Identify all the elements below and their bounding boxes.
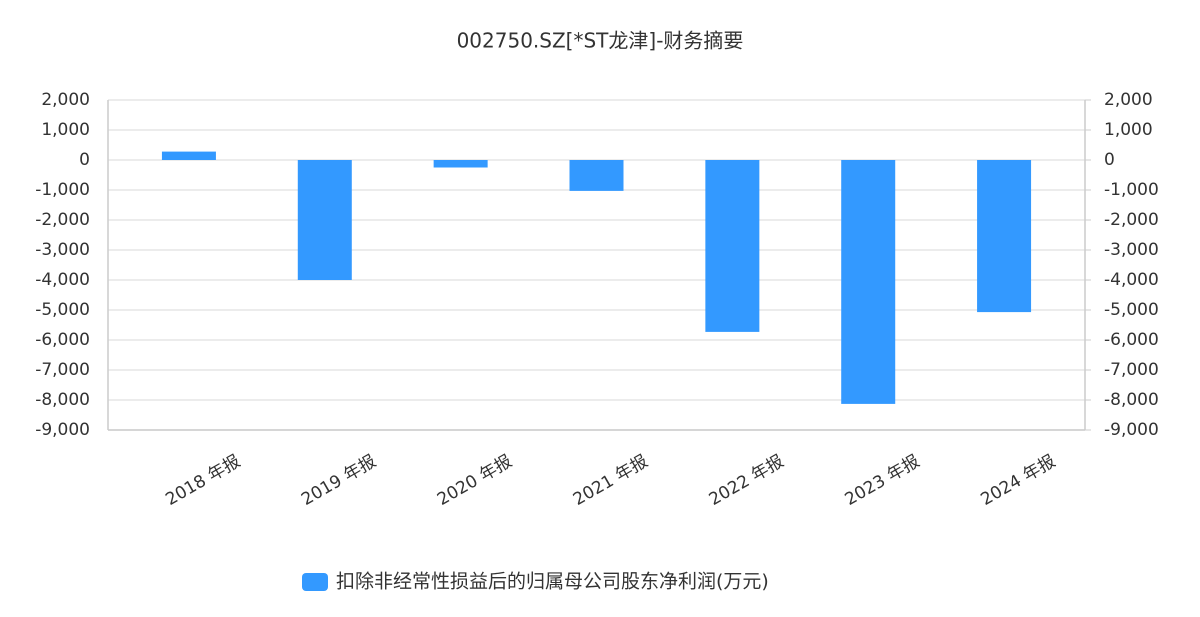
y2-tick-label: 0 <box>1104 150 1115 170</box>
y-tick-label: 1,000 <box>41 120 90 140</box>
y2-tick-label: -1,000 <box>1104 180 1159 200</box>
x-tick-label: 2018 年报 <box>162 451 244 510</box>
y-tick-label: 2,000 <box>41 90 90 110</box>
y2-tick-label: -8,000 <box>1104 390 1159 410</box>
y-tick-label: -1,000 <box>35 180 90 200</box>
x-tick-label: 2020 年报 <box>434 451 516 510</box>
y-tick-label: -6,000 <box>35 330 90 350</box>
y-tick-label: 0 <box>79 150 90 170</box>
bar <box>705 160 760 332</box>
bar <box>841 160 896 404</box>
y-tick-label: -2,000 <box>35 210 90 230</box>
y-tick-label: -9,000 <box>35 420 90 440</box>
y2-tick-label: -6,000 <box>1104 330 1159 350</box>
bar <box>297 160 352 280</box>
x-tick-label: 2022 年报 <box>706 451 788 510</box>
y-tick-label: -7,000 <box>35 360 90 380</box>
y-tick-label: -4,000 <box>35 270 90 290</box>
y2-tick-label: -4,000 <box>1104 270 1159 290</box>
y2-tick-label: 1,000 <box>1104 120 1153 140</box>
y-tick-label: -8,000 <box>35 390 90 410</box>
x-tick-label: 2019 年报 <box>298 451 380 510</box>
x-tick-label: 2024 年报 <box>977 451 1059 510</box>
y-tick-label: -5,000 <box>35 300 90 320</box>
y2-tick-label: 2,000 <box>1104 90 1153 110</box>
bar <box>977 160 1032 313</box>
y2-tick-label: -2,000 <box>1104 210 1159 230</box>
bar <box>433 160 488 168</box>
y2-tick-label: -3,000 <box>1104 240 1159 260</box>
bar <box>569 160 624 191</box>
legend-swatch <box>302 573 328 591</box>
legend-label: 扣除非经常性损益后的归属母公司股东净利润(万元) <box>336 571 769 593</box>
x-tick-label: 2021 年报 <box>570 451 652 510</box>
chart-title: 002750.SZ[*ST龙津]-财务摘要 <box>457 29 744 53</box>
bar <box>161 151 216 160</box>
y2-tick-label: -9,000 <box>1104 420 1159 440</box>
x-tick-label: 2023 年报 <box>842 451 924 510</box>
y2-tick-label: -7,000 <box>1104 360 1159 380</box>
y-tick-label: -3,000 <box>35 240 90 260</box>
y2-tick-label: -5,000 <box>1104 300 1159 320</box>
